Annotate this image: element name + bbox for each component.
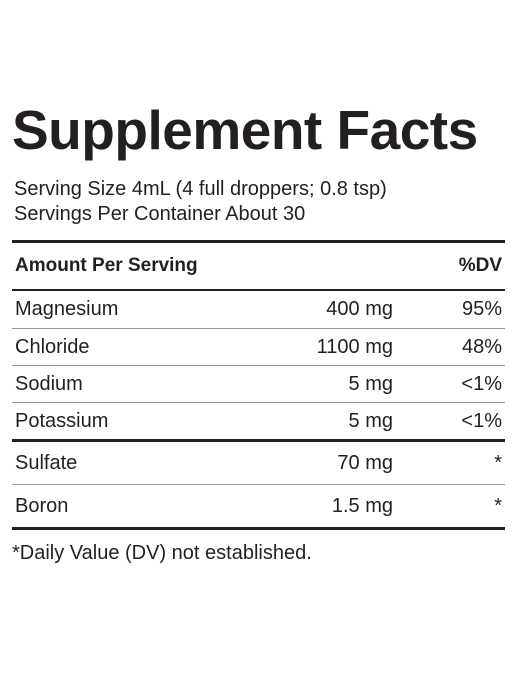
header-dv: %DV: [458, 255, 502, 276]
nutrient-dv: 95%: [461, 298, 502, 320]
nutrient-row: Sodium 5 mg <1%: [12, 365, 505, 402]
nutrient-amount: 1100 mg: [316, 335, 393, 358]
nutrient-amount: 400 mg: [326, 298, 393, 320]
nutrient-name: Sulfate: [15, 451, 78, 474]
header-amount: Amount Per Serving: [15, 255, 198, 276]
title: Supplement Facts: [12, 99, 478, 161]
nutrient-dv: *: [494, 494, 502, 517]
nutrient-amount: 70 mg: [337, 451, 393, 474]
nutrient-dv: *: [494, 451, 502, 474]
nutrient-amount: 5 mg: [348, 409, 393, 432]
facts-table: Amount Per Serving %DV Magnesium 400 mg 95…: [12, 240, 505, 530]
row-group: Magnesium 400 mg 95% Chloride 1100 mg 48% Sodi…: [12, 291, 505, 442]
nutrient-dv: 48%: [461, 335, 502, 358]
footnote: *Daily Value (DV) not established.: [12, 542, 312, 564]
nutrient-dv: <1%: [461, 409, 502, 432]
row-group: Sulfate 70 mg * Boron 1.5 mg *: [12, 442, 505, 530]
table-header: Amount Per Serving %DV: [12, 243, 505, 291]
nutrient-row: Boron 1.5 mg *: [12, 484, 505, 527]
nutrient-row: Potassium 5 mg <1%: [12, 402, 505, 439]
servings-per-container: Servings Per Container About 30: [14, 203, 306, 225]
nutrient-name: Magnesium: [15, 298, 119, 320]
nutrient-name: Sodium: [15, 372, 83, 395]
nutrient-name: Potassium: [15, 409, 109, 432]
nutrient-row: Chloride 1100 mg 48%: [12, 328, 505, 365]
serving-size: Serving Size 4mL (4 full droppers; 0.8 t…: [14, 178, 387, 200]
nutrient-name: Chloride: [15, 335, 90, 358]
nutrient-dv: <1%: [461, 372, 502, 395]
nutrient-row: Sulfate 70 mg *: [12, 442, 505, 484]
nutrient-amount: 5 mg: [348, 372, 393, 395]
nutrient-row: Magnesium 400 mg 95%: [12, 291, 505, 328]
nutrient-name: Boron: [15, 494, 69, 517]
nutrient-amount: 1.5 mg: [331, 494, 393, 517]
